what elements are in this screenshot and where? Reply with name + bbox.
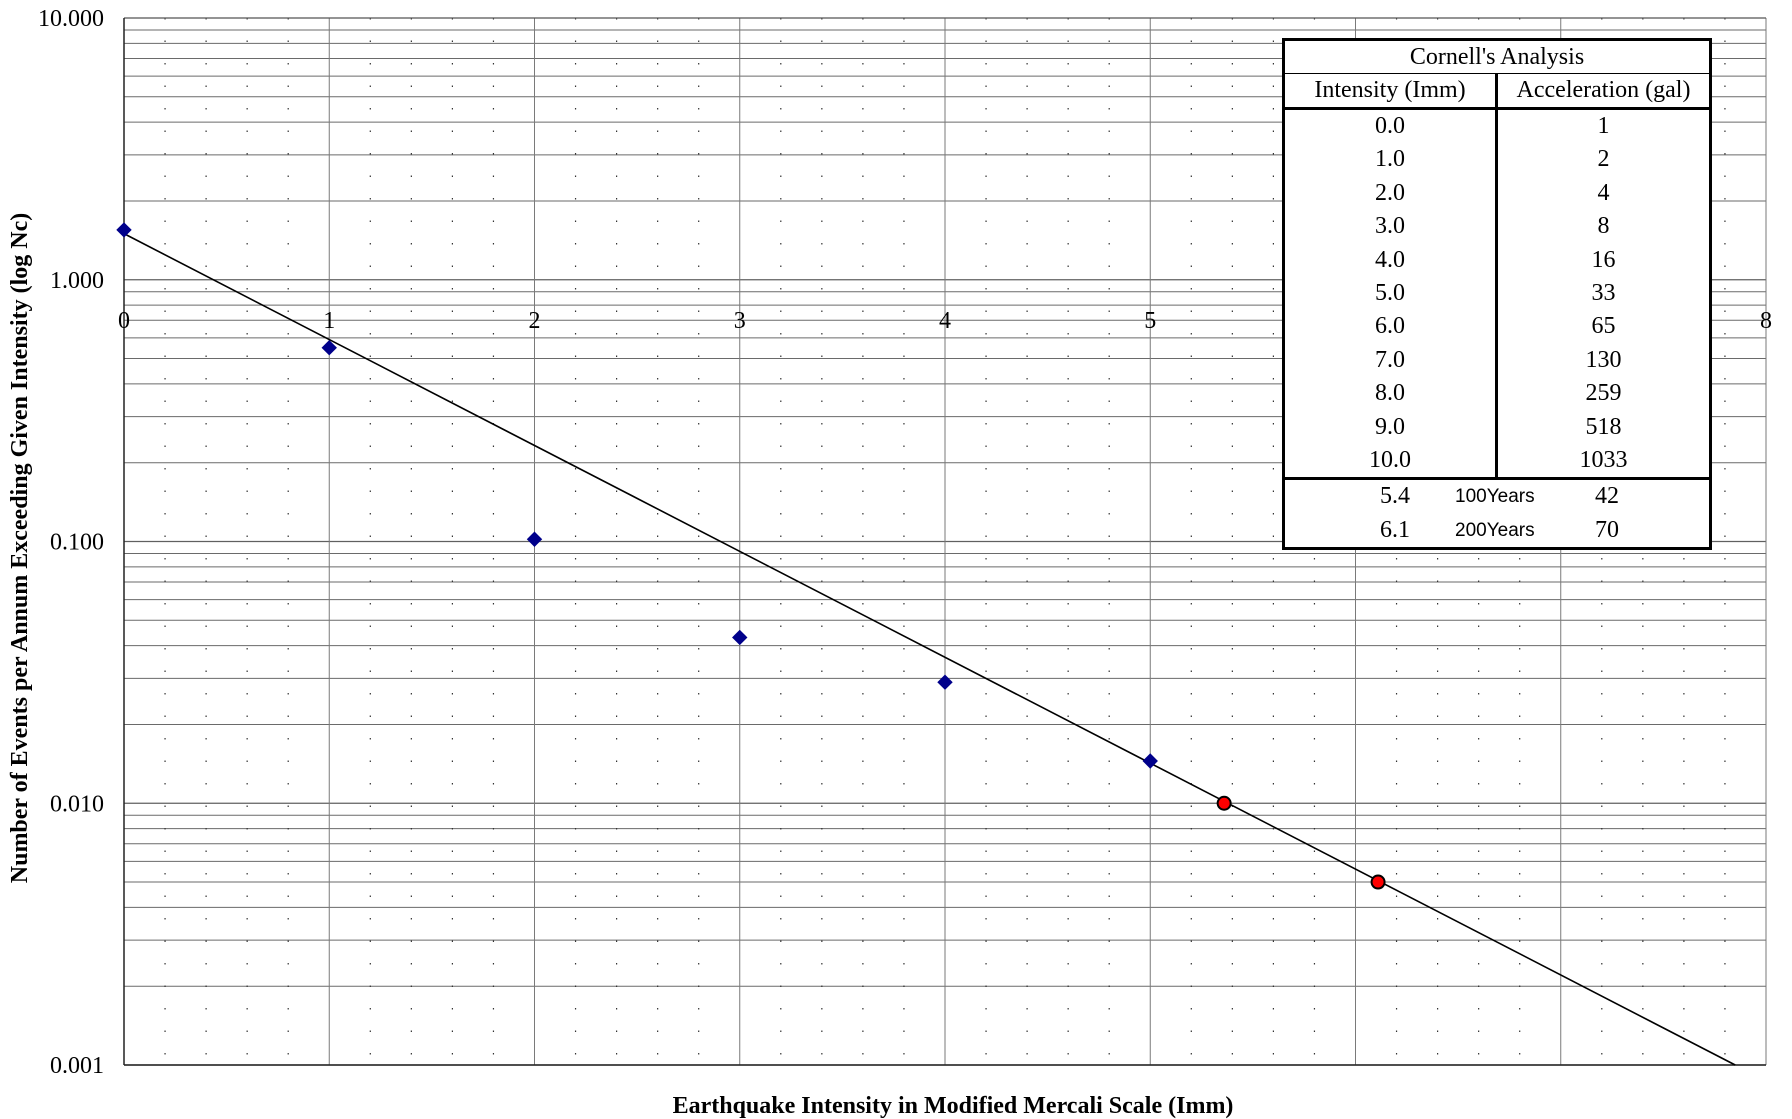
table-cell-intensity: 4.0 <box>1375 246 1405 273</box>
table-cell-acceleration: 518 <box>1585 413 1622 440</box>
data-points <box>116 222 1386 890</box>
y-tick-label: 1.000 <box>50 268 104 294</box>
table-cell-acceleration: 1 <box>1597 113 1610 139</box>
data-point-diamond <box>321 340 337 356</box>
table-cell-intensity: 7.0 <box>1375 346 1405 373</box>
table-title: Cornell's Analysis <box>1285 41 1709 74</box>
x-tick-label: 5 <box>1144 308 1156 334</box>
trendline <box>123 232 1736 1066</box>
table-cell-acceleration: 4 <box>1597 179 1610 206</box>
table-cell-intensity: 2.0 <box>1375 179 1405 206</box>
header-acceleration: Acceleration (gal) <box>1516 77 1691 103</box>
table-cell-intensity: 3.0 <box>1375 213 1405 240</box>
table-cell-acceleration: 130 <box>1585 346 1622 373</box>
footer-acceleration: 70 <box>1595 516 1619 543</box>
acceleration-column: 1 2 4 8 16 33 65 130 259 518 1033 <box>1498 110 1709 477</box>
footer-intensity: 5.4 <box>1380 483 1410 510</box>
table-header: Intensity (Imm) Acceleration (gal) <box>1285 74 1709 110</box>
y-axis-ticks: 0.001 0.010 0.100 1.000 10.000 <box>38 6 104 1079</box>
footer-intensity: 6.1 <box>1380 516 1410 543</box>
header-intensity: Intensity (Imm) <box>1285 74 1498 107</box>
spacer <box>1285 514 1335 548</box>
data-point-diamond <box>732 629 748 646</box>
data-point-diamond <box>116 222 132 238</box>
x-tick-label: 8 <box>1760 308 1772 334</box>
table-cell-acceleration: 2 <box>1597 146 1610 173</box>
trendline-path <box>123 232 1736 1066</box>
x-tick-label: 3 <box>734 308 746 334</box>
data-point-diamond <box>937 674 953 690</box>
footer-return-period: 100Years <box>1455 486 1535 508</box>
cornell-analysis-table: Cornell's Analysis Intensity (Imm) Accel… <box>1282 38 1712 551</box>
table-cell-acceleration: 259 <box>1585 380 1622 407</box>
x-tick-label: 1 <box>323 308 335 334</box>
y-axis-title: Number of Events per Annum Exceeding Giv… <box>7 213 33 883</box>
x-axis-title: Earthquake Intensity in Modified Mercali… <box>673 1093 1234 1119</box>
intensity-column: 0.0 1.0 2.0 3.0 4.0 5.0 6.0 7.0 8.0 9.0 10.0 <box>1285 110 1498 478</box>
y-tick-label: 10.000 <box>38 6 104 32</box>
table-footer: 5.4 100Years 42 6.1 200Years 70 <box>1285 480 1709 547</box>
table-cell-intensity: 8.0 <box>1375 380 1405 407</box>
plot-frame <box>123 17 1766 1066</box>
x-tick-label: 4 <box>939 308 951 334</box>
data-point-diamond <box>1142 753 1158 769</box>
footer-acceleration: 42 <box>1595 483 1619 510</box>
x-tick-label: 2 <box>529 308 541 334</box>
table-cell-intensity: 10.0 <box>1369 446 1411 473</box>
table-cell-acceleration: 1033 <box>1579 446 1628 473</box>
spacer <box>1285 480 1335 514</box>
data-point-circle <box>1216 795 1232 811</box>
table-cell-acceleration: 33 <box>1591 279 1616 306</box>
table-cell-acceleration: 65 <box>1591 313 1616 340</box>
table-footer-row: 5.4 100Years 42 <box>1285 480 1709 514</box>
table-cell-acceleration: 16 <box>1591 246 1616 273</box>
table-cell-intensity: 0.0 <box>1375 113 1405 139</box>
table-cell-intensity: 5.0 <box>1375 279 1405 306</box>
table-cell-intensity: 1.0 <box>1375 146 1405 173</box>
table-cell-acceleration: 8 <box>1597 213 1610 240</box>
table-cell-intensity: 6.0 <box>1375 313 1405 340</box>
table-footer-row: 6.1 200Years 70 <box>1285 514 1709 548</box>
y-tick-label: 0.100 <box>50 530 104 556</box>
footer-return-period: 200Years <box>1455 519 1535 541</box>
x-tick-label: 0 <box>118 308 130 334</box>
table-cell-intensity: 9.0 <box>1375 413 1405 440</box>
y-tick-label: 0.010 <box>50 791 104 817</box>
data-point-diamond <box>526 531 543 547</box>
y-tick-label: 0.001 <box>50 1053 104 1079</box>
data-point-circle <box>1370 874 1386 890</box>
